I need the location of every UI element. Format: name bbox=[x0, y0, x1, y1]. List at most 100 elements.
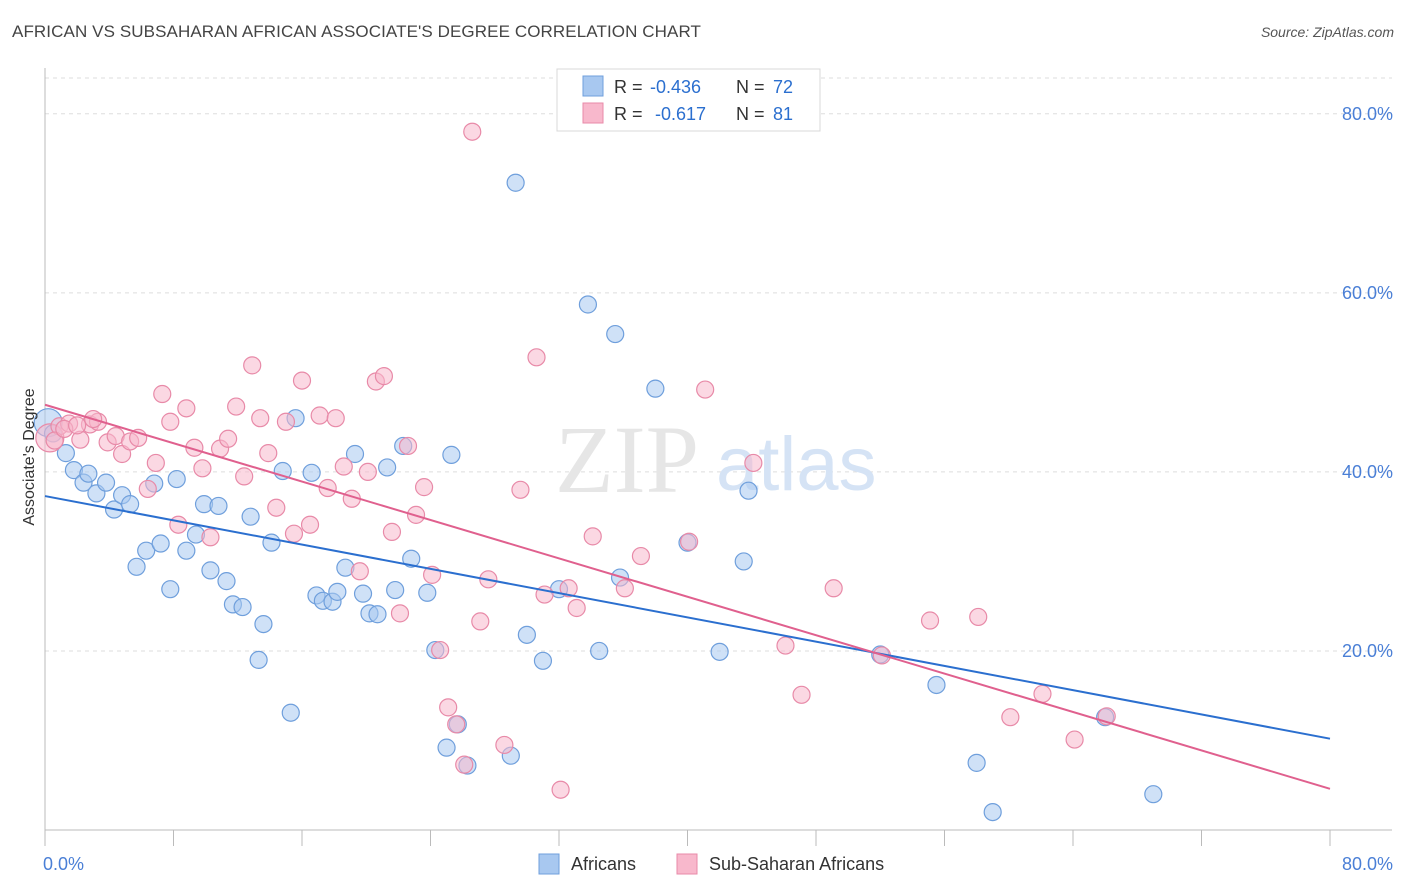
x-tick-label-min: 0.0% bbox=[43, 854, 84, 874]
subsaharan-point-55 bbox=[511, 480, 530, 499]
subsaharan-point-31 bbox=[300, 515, 320, 534]
africans-point-67 bbox=[927, 675, 946, 695]
africans-point-58 bbox=[590, 641, 609, 661]
africans-point-53 bbox=[506, 173, 525, 192]
subsaharan-point-41 bbox=[382, 522, 402, 541]
subsaharan-point-45 bbox=[414, 478, 434, 497]
subsaharan-point-49 bbox=[447, 715, 466, 734]
subsaharan-point-67 bbox=[776, 636, 795, 655]
africans-point-55 bbox=[533, 651, 553, 670]
africans-point-26 bbox=[249, 650, 268, 670]
subsaharan-point-12 bbox=[146, 453, 165, 473]
chart-title: AFRICAN VS SUBSAHARAN AFRICAN ASSOCIATE'… bbox=[12, 22, 702, 41]
africans-point-16 bbox=[167, 469, 186, 489]
subsaharan-point-37 bbox=[350, 562, 369, 581]
subsaharan-point-34 bbox=[326, 409, 345, 428]
y-tick-label-60: 60.0% bbox=[1342, 283, 1393, 303]
africans-point-49 bbox=[442, 445, 461, 464]
watermark-zip: ZIP bbox=[555, 406, 699, 513]
subsaharan-point-75 bbox=[1065, 730, 1084, 749]
africans-point-28 bbox=[262, 533, 281, 552]
subsaharan-point-33 bbox=[318, 478, 337, 498]
subsaharan-point-24 bbox=[243, 356, 262, 375]
subsaharan-point-22 bbox=[227, 397, 246, 416]
subsaharan-point-30 bbox=[292, 371, 312, 390]
y-tick-label-80: 80.0% bbox=[1342, 104, 1393, 124]
subsaharan-point-28 bbox=[276, 412, 296, 431]
subsaharan-point-68 bbox=[792, 685, 811, 704]
africans-point-36 bbox=[328, 582, 347, 601]
africans-point-43 bbox=[386, 580, 405, 600]
subsaharan-point-79 bbox=[68, 416, 87, 435]
stat-r-label-1: R = bbox=[614, 77, 643, 97]
subsaharan-point-23 bbox=[235, 467, 254, 486]
africans-point-71 bbox=[1144, 785, 1163, 804]
africans-point-39 bbox=[353, 584, 373, 603]
africans-point-27 bbox=[254, 614, 273, 634]
africans-point-20 bbox=[201, 561, 220, 580]
stats-legend: R = -0.436 N = 72 R = -0.617 N = 81 bbox=[556, 68, 821, 132]
africans-point-54 bbox=[517, 625, 536, 644]
africans-point-17 bbox=[177, 541, 196, 560]
subsaharan-point-71 bbox=[920, 611, 940, 630]
africans-point-64 bbox=[734, 552, 753, 571]
legend-africans-label: Africans bbox=[571, 854, 636, 874]
subsaharan-point-63 bbox=[631, 546, 651, 566]
africans-point-63 bbox=[710, 642, 729, 661]
subsaharan-point-60 bbox=[567, 598, 586, 618]
stat-n-value-1: 72 bbox=[773, 77, 793, 97]
africans-point-22 bbox=[217, 572, 236, 591]
subsaharan-point-72 bbox=[969, 607, 988, 627]
africans-point-30 bbox=[281, 703, 300, 722]
subsaharan-point-54 bbox=[495, 735, 514, 755]
africans-point-32 bbox=[302, 463, 321, 482]
africans-point-57 bbox=[578, 295, 598, 314]
africans-point-48 bbox=[437, 738, 456, 757]
africans-point-61 bbox=[646, 379, 665, 398]
legend-subsaharan-swatch bbox=[676, 853, 698, 875]
africans-point-41 bbox=[368, 605, 387, 624]
subsaharan-point-25 bbox=[251, 409, 270, 428]
subsaharan-point-16 bbox=[177, 399, 196, 418]
subsaharan-point-73 bbox=[1001, 708, 1020, 727]
x-tick-labels: 0.0% 80.0% bbox=[43, 854, 1393, 874]
subsaharan-points bbox=[35, 122, 1116, 799]
subsaharan-point-66 bbox=[744, 453, 763, 473]
subsaharan-point-59 bbox=[559, 579, 578, 598]
africans-legend-swatch bbox=[582, 75, 604, 97]
subsaharan-point-64 bbox=[680, 532, 699, 551]
subsaharan-point-50 bbox=[455, 755, 474, 774]
subsaharan-point-47 bbox=[431, 640, 450, 660]
y-tick-label-40: 40.0% bbox=[1342, 462, 1393, 482]
africans-trend-line bbox=[44, 495, 1331, 740]
subsaharan-point-69 bbox=[824, 579, 843, 598]
watermark: ZIP atlas bbox=[555, 406, 877, 513]
subsaharan-point-51 bbox=[463, 122, 482, 141]
subsaharan-point-56 bbox=[527, 348, 546, 367]
subsaharan-point-77 bbox=[45, 431, 64, 450]
subsaharan-point-58 bbox=[551, 780, 570, 799]
stat-n-label-2: N = bbox=[736, 104, 765, 124]
y-tick-label-20: 20.0% bbox=[1342, 641, 1393, 661]
africans-point-68 bbox=[967, 753, 986, 772]
subsaharan-point-11 bbox=[138, 479, 157, 499]
subsaharan-point-35 bbox=[334, 457, 353, 476]
africans-point-14 bbox=[151, 534, 170, 553]
source-label: Source: ZipAtlas.com bbox=[1260, 24, 1394, 40]
stat-n-value-2: 81 bbox=[773, 104, 793, 124]
subsaharan-point-48 bbox=[439, 698, 458, 717]
legend-africans-swatch bbox=[538, 853, 560, 875]
watermark-atlas: atlas bbox=[716, 422, 877, 507]
africans-point-2 bbox=[56, 444, 75, 463]
africans-point-42 bbox=[378, 458, 397, 477]
africans-point-45 bbox=[402, 549, 421, 568]
africans-point-21 bbox=[209, 496, 228, 516]
stat-r-value-1: -0.436 bbox=[650, 77, 701, 97]
subsaharan-point-32 bbox=[310, 406, 329, 425]
subsaharan-point-29 bbox=[284, 524, 304, 543]
africans-point-24 bbox=[233, 597, 252, 617]
subsaharan-point-40 bbox=[374, 367, 394, 386]
africans-point-69 bbox=[983, 802, 1002, 822]
subsaharan-point-21 bbox=[219, 429, 238, 448]
